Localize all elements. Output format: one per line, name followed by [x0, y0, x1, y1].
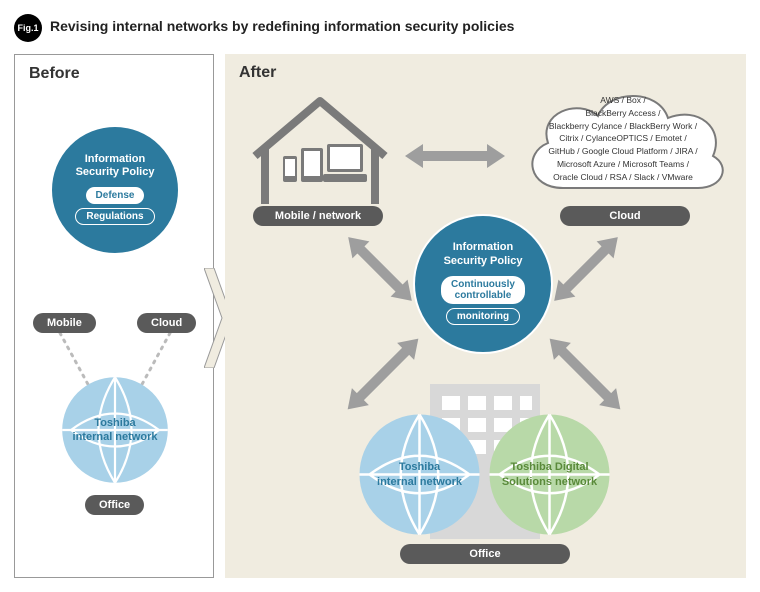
before-globe-l1: Toshiba — [94, 416, 135, 430]
after-globe-internal: Toshiba internal network — [357, 412, 482, 537]
after-globe-dig-l1: Toshiba Digital — [510, 460, 588, 474]
after-pill-2: monitoring — [446, 308, 520, 325]
before-pill-defense: Defense — [86, 187, 145, 204]
before-globe: Toshiba internal network — [60, 375, 170, 485]
before-tag-office: Office — [85, 495, 144, 515]
after-tag-cloud: Cloud — [560, 206, 690, 226]
after-globe-digital: Toshiba Digital Solutions network — [487, 412, 612, 537]
after-title: After — [239, 64, 276, 82]
before-title: Before — [29, 65, 80, 83]
after-tag-mobile: Mobile / network — [253, 206, 383, 226]
before-policy-circle: Information Security Policy Defense Regu… — [50, 125, 180, 255]
after-globe-dig-l2: Solutions network — [502, 475, 597, 489]
cloud-services-text: AWS / Box / BlackBerry Access / Blackber… — [525, 94, 721, 183]
before-policy-title: Information Security Policy — [76, 153, 155, 179]
after-globe-int-l2: internal network — [377, 475, 462, 489]
after-globe-int-l1: Toshiba — [399, 460, 440, 474]
before-pill-regulations: Regulations — [75, 208, 154, 225]
figure-title: Revising internal networks by redefining… — [50, 18, 514, 34]
after-policy-circle: Information Security Policy Continuously… — [413, 214, 553, 354]
after-panel: After Mobile / network AWS / Box / Black… — [225, 54, 746, 578]
after-pill-1: Continuously controllable — [441, 276, 525, 304]
after-policy-title: Information Security Policy — [444, 241, 523, 267]
arrow-nw — [335, 224, 425, 314]
before-tag-mobile: Mobile — [33, 313, 96, 333]
before-panel: Before Information Security Policy Defen… — [14, 54, 214, 578]
figure-badge: Fig.1 — [14, 14, 42, 42]
after-tag-office: Office — [400, 544, 570, 564]
before-globe-l2: internal network — [73, 430, 158, 444]
house-icon — [245, 86, 395, 206]
arrow-top — [405, 142, 505, 170]
arrow-ne — [541, 224, 631, 314]
before-tag-cloud: Cloud — [137, 313, 196, 333]
